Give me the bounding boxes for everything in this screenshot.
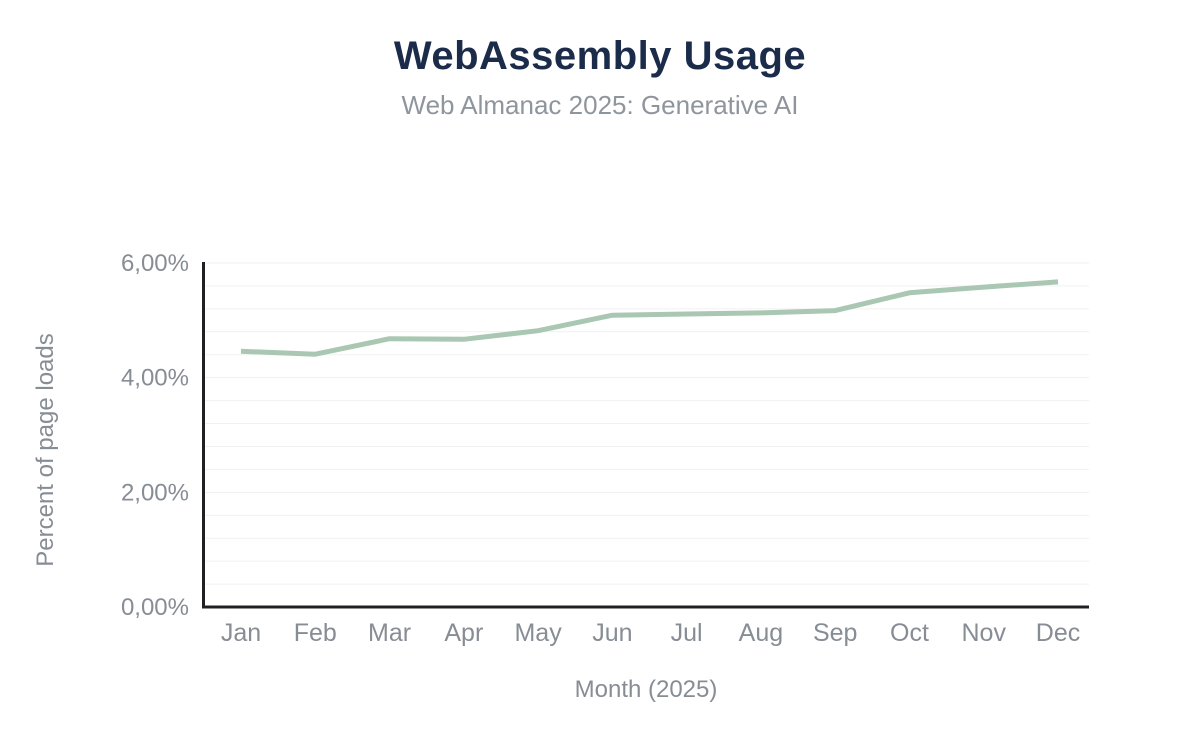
y-tick-label: 2,00% bbox=[121, 479, 189, 506]
x-tick-label: Feb bbox=[294, 619, 337, 647]
x-tick-label: Aug bbox=[739, 619, 783, 647]
x-tick-label: Nov bbox=[961, 619, 1006, 647]
x-tick-label: Oct bbox=[890, 619, 929, 647]
x-tick-label: Jun bbox=[592, 619, 632, 647]
x-tick-label: May bbox=[514, 619, 562, 647]
x-tick-label: Dec bbox=[1036, 619, 1080, 647]
chart-title: WebAssembly Usage bbox=[393, 34, 807, 78]
x-tick-label: Sep bbox=[813, 619, 857, 647]
x-tick-label: Jul bbox=[671, 619, 703, 647]
chart-subtitle: Web Almanac 2025: Generative AI bbox=[401, 90, 799, 120]
y-tick-label: 6,00% bbox=[121, 250, 189, 277]
y-tick-label: 0,00% bbox=[121, 594, 189, 621]
usage-line-series bbox=[240, 279, 1059, 357]
x-tick-label: Jan bbox=[221, 619, 261, 647]
x-tick-label: Mar bbox=[368, 619, 411, 647]
x-axis-title: Month (2025) bbox=[574, 676, 718, 703]
y-tick-label: 4,00% bbox=[121, 365, 189, 392]
x-tick-label: Apr bbox=[444, 619, 483, 647]
